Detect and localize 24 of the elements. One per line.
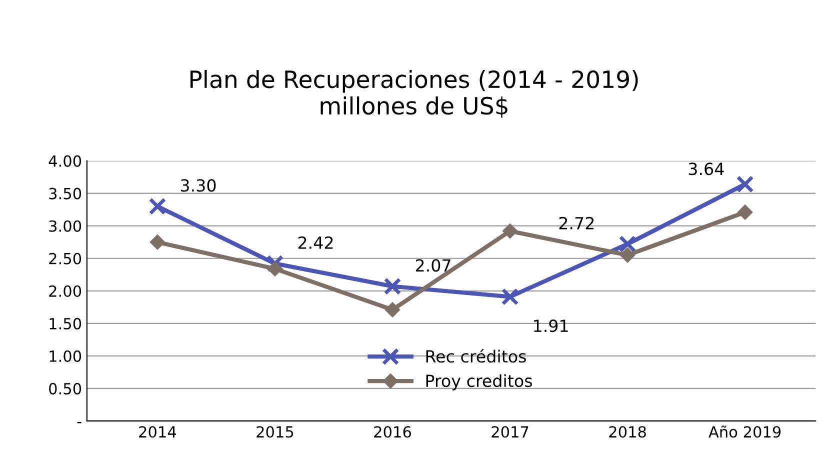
x-tick-label: 2014 — [139, 426, 176, 438]
legend-label: Rec créditos — [426, 349, 526, 363]
x-tick-label: Año 2019 — [708, 426, 781, 438]
data-label: 3.30 — [180, 179, 216, 192]
y-tick-label: 2.50 — [49, 252, 82, 264]
data-label: 2.72 — [559, 216, 594, 230]
x-tick-label: 2017 — [492, 426, 528, 438]
x-tick-label: 2018 — [609, 426, 646, 438]
y-tick-label: 1.50 — [50, 318, 82, 330]
y-tick-label: 0.50 — [49, 382, 82, 394]
data-label: 1.91 — [534, 320, 568, 332]
y-tick-label: 3.50 — [49, 188, 82, 200]
data-label: 2.42 — [298, 236, 333, 249]
y-tick-label: - — [77, 422, 82, 424]
data-label: 2.07 — [416, 259, 450, 272]
y-tick-label: 4.00 — [48, 155, 82, 167]
x-tick-label: 2016 — [374, 426, 411, 438]
legend-label: Proy creditos — [426, 374, 532, 390]
chart-title: Plan de Recuperaciones (2014 - 2019) millones de US$ — [190, 70, 638, 118]
y-tick-label: 1.00 — [50, 350, 82, 362]
y-tick-label: 3.00 — [49, 220, 82, 232]
y-tick-label: 2.00 — [49, 285, 82, 297]
x-tick-label: 2015 — [256, 426, 294, 438]
data-label: 3.64 — [688, 162, 724, 176]
